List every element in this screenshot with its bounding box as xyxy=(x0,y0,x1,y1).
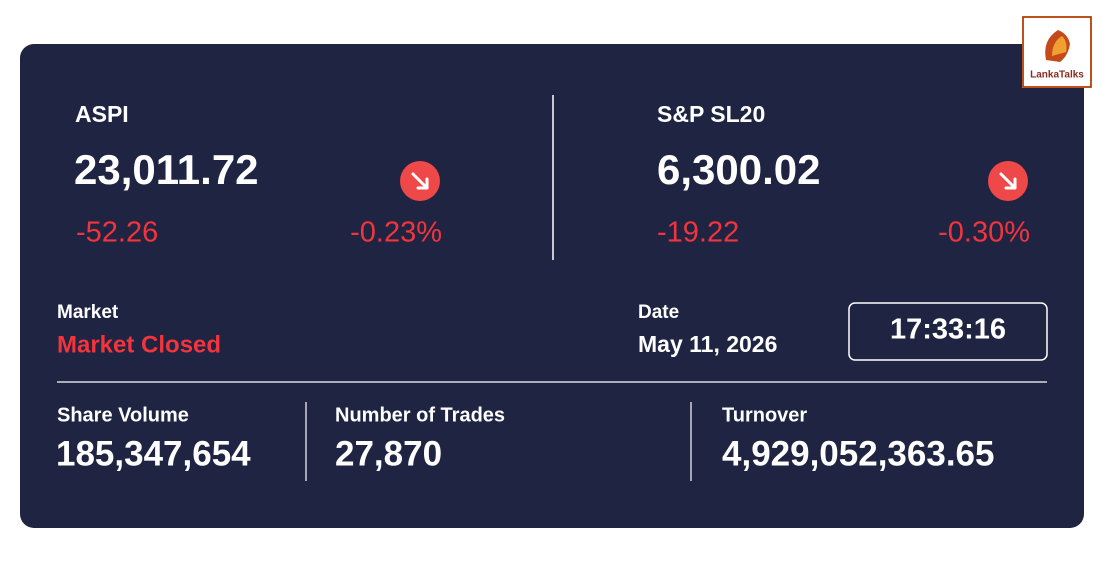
index-percent: -0.30% xyxy=(938,217,1030,249)
index-name: S&P SL20 xyxy=(657,101,765,127)
date-label: Date xyxy=(638,302,679,323)
date-value: May 11, 2026 xyxy=(638,331,777,357)
down-arrow-icon xyxy=(400,161,440,201)
market-label: Market xyxy=(57,302,119,323)
index-percent: -0.23% xyxy=(350,217,442,249)
stat-label: Number of Trades xyxy=(335,404,505,426)
stat-value: 27,870 xyxy=(335,434,442,473)
index-name: ASPI xyxy=(75,101,129,127)
index-value: 6,300.02 xyxy=(657,146,821,193)
time: 17:33:16 xyxy=(890,314,1006,346)
time-box xyxy=(848,302,1048,361)
logo-text: LankaTalks xyxy=(1030,70,1084,81)
index-value: 23,011.72 xyxy=(74,146,259,193)
stat-value: 4,929,052,363.65 xyxy=(722,434,994,473)
stat-label: Turnover xyxy=(722,404,807,426)
stat-label: Share Volume xyxy=(57,404,189,426)
market-status: Market Closed xyxy=(57,331,221,358)
down-arrow-icon xyxy=(988,161,1028,201)
index-change: -52.26 xyxy=(76,217,158,249)
logo: LankaTalks xyxy=(1022,16,1092,88)
card xyxy=(20,44,1084,528)
index-change: -19.22 xyxy=(657,217,739,249)
stat-value: 185,347,654 xyxy=(56,434,251,473)
